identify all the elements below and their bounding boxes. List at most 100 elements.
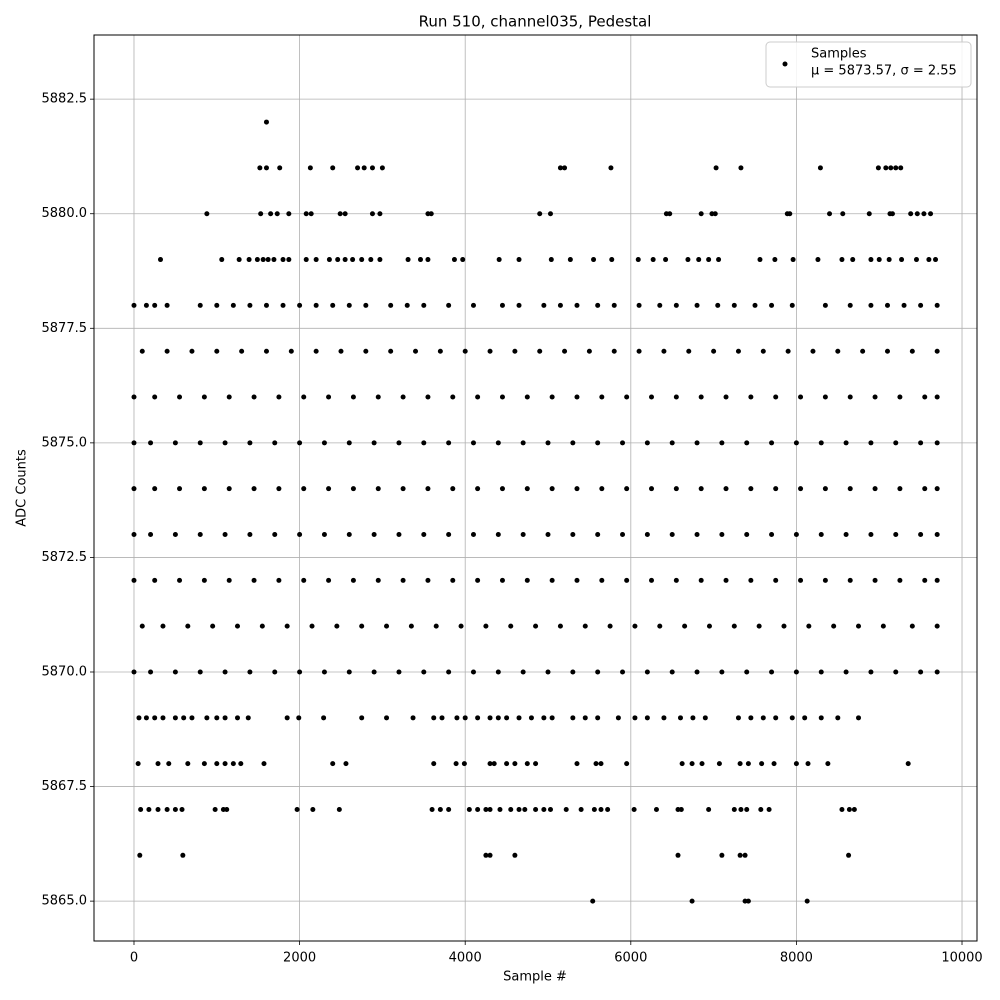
data-point [512, 852, 518, 858]
data-point [889, 211, 895, 217]
chart-title: Run 510, channel035, Pedestal [419, 13, 652, 31]
data-point [308, 211, 314, 217]
data-point [185, 761, 191, 767]
data-point [897, 486, 903, 492]
data-point [745, 761, 751, 767]
data-point [689, 898, 695, 904]
data-point [574, 486, 580, 492]
data-point [326, 394, 332, 400]
data-point [172, 669, 178, 675]
data-point [567, 257, 573, 263]
data-point [918, 302, 924, 308]
data-point [599, 486, 605, 492]
data-point [204, 211, 210, 217]
data-point [922, 486, 928, 492]
data-point [789, 302, 795, 308]
data-point [574, 394, 580, 400]
data-point [607, 623, 613, 629]
data-point [131, 394, 137, 400]
legend: Samples μ = 5873.57, σ = 2.55 [765, 41, 972, 88]
data-point [321, 532, 327, 538]
data-point [909, 348, 915, 354]
data-point [810, 348, 816, 354]
data-point [563, 806, 569, 812]
data-point [342, 257, 348, 263]
data-point [868, 302, 874, 308]
data-point [690, 715, 696, 721]
data-point [719, 669, 725, 675]
data-point [644, 440, 650, 446]
data-point [310, 806, 316, 812]
data-point [454, 715, 460, 721]
data-point [888, 165, 894, 171]
data-point [371, 440, 377, 446]
data-point [214, 348, 220, 354]
data-point [172, 715, 178, 721]
data-point [148, 440, 154, 446]
data-point [152, 715, 158, 721]
data-point [131, 486, 137, 492]
data-point [769, 302, 775, 308]
data-point [570, 440, 576, 446]
data-point [313, 348, 319, 354]
data-point [520, 440, 526, 446]
data-point [451, 257, 457, 263]
data-point [934, 577, 940, 583]
data-point [868, 669, 874, 675]
data-point [487, 348, 493, 354]
data-point [839, 257, 845, 263]
data-point [669, 440, 675, 446]
data-point [214, 715, 220, 721]
data-point [731, 302, 737, 308]
data-point [548, 257, 554, 263]
data-point [272, 440, 278, 446]
data-point [425, 577, 431, 583]
data-point [131, 577, 137, 583]
data-point [533, 623, 539, 629]
data-point [872, 394, 878, 400]
data-point [483, 806, 489, 812]
data-point [274, 211, 280, 217]
data-point [899, 257, 905, 263]
data-point [160, 715, 166, 721]
data-point [825, 761, 831, 767]
data-point [748, 715, 754, 721]
data-point [247, 440, 253, 446]
data-point [246, 257, 252, 263]
data-point [822, 577, 828, 583]
data-point [326, 257, 332, 263]
data-point [410, 715, 416, 721]
data-point [806, 623, 812, 629]
data-point [698, 211, 704, 217]
data-point [369, 165, 375, 171]
data-point [694, 532, 700, 538]
data-point [760, 348, 766, 354]
data-point [574, 577, 580, 583]
data-point [599, 394, 605, 400]
data-point [245, 715, 251, 721]
data-point [928, 211, 934, 217]
data-point [880, 623, 886, 629]
plot-frame [93, 34, 978, 942]
data-point [831, 623, 837, 629]
data-point [497, 806, 503, 812]
data-point [922, 394, 928, 400]
data-point [263, 119, 269, 125]
data-point [524, 577, 530, 583]
data-point [408, 623, 414, 629]
data-point [620, 532, 626, 538]
data-point [850, 257, 856, 263]
y-tick-label: 5870.0 [42, 664, 88, 679]
data-point [897, 577, 903, 583]
data-point [860, 348, 866, 354]
data-point [649, 394, 655, 400]
data-point [335, 257, 341, 263]
data-point [818, 440, 824, 446]
data-point [745, 898, 751, 904]
data-point [562, 165, 568, 171]
data-point [805, 761, 811, 767]
data-point [461, 761, 467, 767]
data-point [350, 257, 356, 263]
data-point [222, 440, 228, 446]
